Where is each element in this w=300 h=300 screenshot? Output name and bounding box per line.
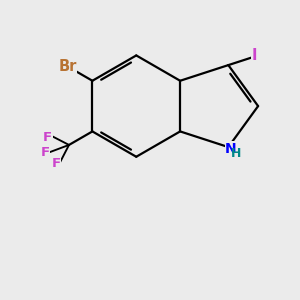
Text: Br: Br [58, 59, 77, 74]
Text: F: F [40, 146, 50, 159]
Text: I: I [252, 48, 257, 63]
Text: F: F [43, 131, 52, 144]
Text: F: F [51, 157, 61, 170]
Text: H: H [231, 147, 241, 160]
Text: N: N [225, 142, 237, 156]
